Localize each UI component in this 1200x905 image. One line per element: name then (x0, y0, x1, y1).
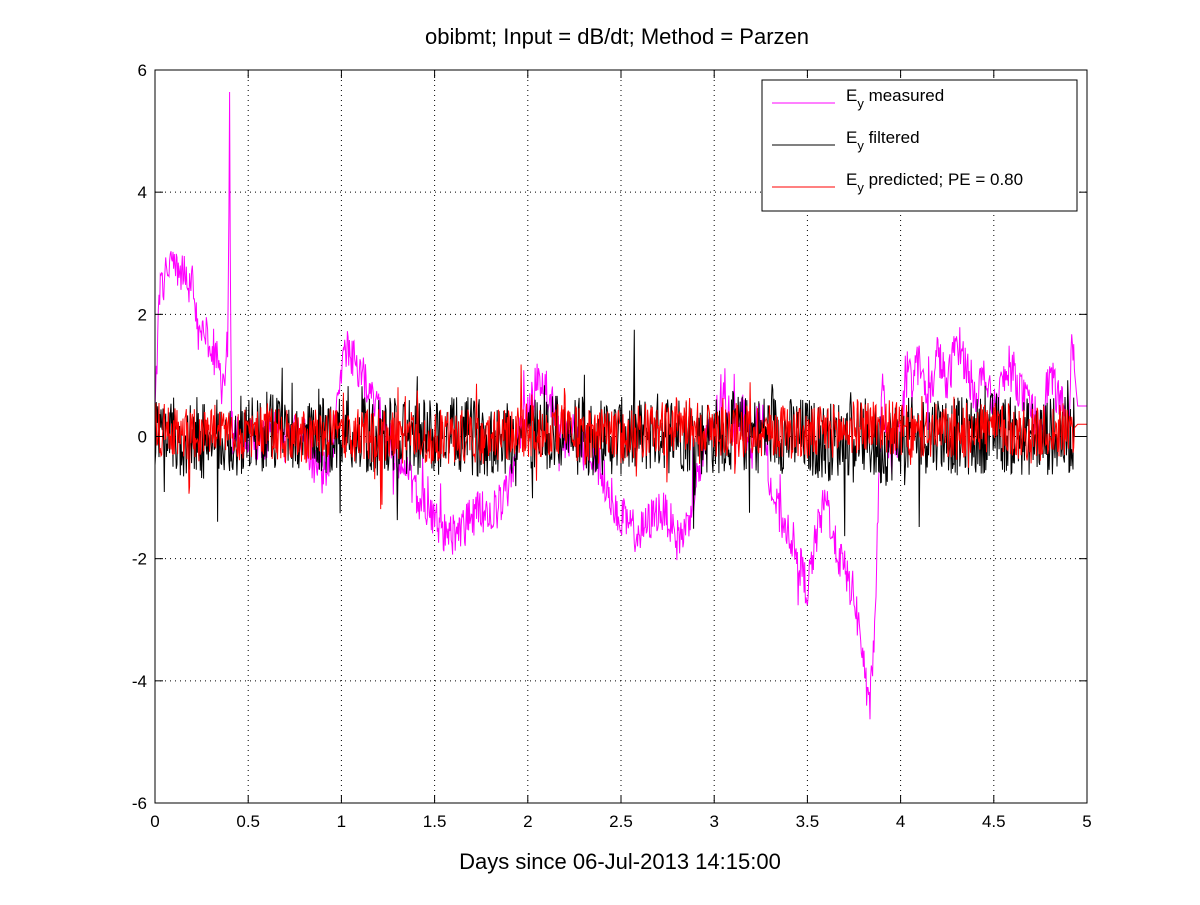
y-tick-label: 2 (138, 305, 147, 324)
legend-label-1: Ey filtered (846, 128, 920, 153)
legend-label-0: Ey measured (846, 86, 944, 111)
x-tick-label: 2 (523, 812, 532, 831)
x-tick-label: 1 (337, 812, 346, 831)
chart-title: obibmt; Input = dB/dt; Method = Parzen (425, 24, 809, 49)
plot-lines (154, 91, 1087, 720)
y-tick-label: 0 (138, 428, 147, 447)
y-tick-label: -6 (132, 794, 147, 813)
grid (155, 70, 1087, 803)
series-line-2 (154, 364, 1087, 510)
y-tick-label: 6 (138, 61, 147, 80)
x-tick-label: 2.5 (609, 812, 633, 831)
x-tick-label: 1.5 (423, 812, 447, 831)
x-tick-label: 0 (150, 812, 159, 831)
x-tick-label: 5 (1082, 812, 1091, 831)
legend-label-2: Ey predicted; PE = 0.80 (846, 170, 1023, 195)
x-tick-label: 3 (709, 812, 718, 831)
y-tick-label: 4 (138, 183, 147, 202)
x-tick-label: 3.5 (796, 812, 820, 831)
x-tick-label: 4 (896, 812, 905, 831)
axis-ticks: 0 0.5 1 1.5 2 2.5 3 3.5 4 4.5 5 -6 -4 -2 0 2 4 6 (132, 61, 1092, 831)
legend: Ey measured Ey filtered Ey predicted; PE =… (761, 79, 1078, 212)
x-tick-label: 4.5 (982, 812, 1006, 831)
x-tick-label: 0.5 (236, 812, 260, 831)
series-line-0 (154, 91, 1087, 720)
y-tick-label: -4 (132, 672, 147, 691)
y-tick-label: -2 (132, 550, 147, 569)
x-axis-label: Days since 06-Jul-2013 14:15:00 (459, 849, 781, 874)
